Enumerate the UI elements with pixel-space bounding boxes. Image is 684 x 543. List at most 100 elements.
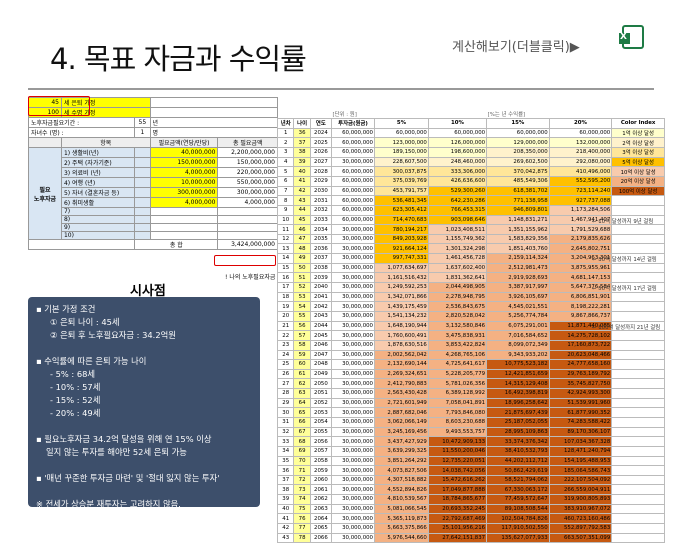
- table-cell: 198,600,000: [427, 147, 488, 158]
- table-cell: 1,637,602,400: [427, 262, 488, 274]
- summary-line: - 15% : 52세: [50, 395, 101, 405]
- table-cell: 65: [293, 407, 311, 418]
- table-cell: 375,039,769: [374, 176, 429, 187]
- table-cell: 2,132,690,144: [374, 359, 429, 370]
- color-index-cell: [611, 272, 665, 284]
- param-unit: 명: [149, 127, 279, 138]
- table-cell: 55: [293, 310, 311, 322]
- table-cell: 60,000,000: [548, 127, 613, 139]
- milestone-note: ← 50억 달성까지 17년 걸림: [592, 286, 657, 293]
- color-index-cell: 1억 이상 달성: [611, 127, 665, 139]
- table-cell: 2047: [309, 349, 333, 361]
- section-title: 시사점: [130, 284, 166, 299]
- table-cell: 771,138,958: [486, 195, 550, 206]
- table-cell: 3,875,955,961: [548, 262, 613, 274]
- table-cell: 73: [293, 484, 311, 496]
- table-cell: 536,481,345: [374, 195, 429, 206]
- table-cell: 2,645,802,751: [548, 243, 613, 255]
- table-cell: 30,000,000: [331, 532, 375, 543]
- table-cell: 218,400,000: [548, 147, 613, 158]
- table-cell: 38,410,532,793: [486, 445, 550, 457]
- table-cell: 3,132,580,846: [427, 320, 488, 332]
- table-cell: 4,307,518,882: [374, 474, 429, 486]
- table-cell: 30,000,000: [331, 272, 375, 284]
- item-total: 2,200,000,000: [217, 147, 278, 158]
- blank: [134, 167, 151, 178]
- blank: [134, 147, 151, 158]
- table-cell: 2061: [309, 484, 333, 496]
- table-cell: 2024: [309, 127, 333, 139]
- table-cell: 1,301,324,298: [427, 243, 488, 255]
- table-cell: 9: [276, 204, 295, 216]
- table-cell: 67,330,063,172: [486, 484, 550, 496]
- page-title: 4. 목표 자금과 수익률: [50, 42, 307, 76]
- item-total: [217, 231, 278, 240]
- table-cell: 927,737,088: [548, 195, 613, 206]
- table-cell: 1,155,749,362: [427, 233, 488, 245]
- color-index-cell: [611, 523, 665, 534]
- table-cell: 60,000,000: [486, 127, 550, 139]
- color-index-cell: [611, 397, 665, 409]
- table-cell: 6,075,291,001: [486, 320, 550, 332]
- milestone-note: ← 100억 달성까지 21년 걸림: [592, 325, 661, 331]
- table-cell: 117,910,502,550: [486, 523, 550, 534]
- table-cell: 12: [276, 233, 295, 245]
- unit-cell: [549, 109, 612, 119]
- item-total: 220,000,000: [217, 167, 278, 178]
- table-cell: 24: [276, 349, 295, 361]
- table-cell: 1,831,362,641: [427, 272, 488, 284]
- calculate-link[interactable]: 계산해보기(더블클릭)▶: [452, 40, 580, 55]
- table-cell: 30,000,000: [331, 426, 375, 438]
- table-cell: 14,038,742,056: [427, 465, 488, 476]
- table-cell: 30,000,000: [331, 262, 375, 274]
- table-cell: 13: [276, 243, 295, 255]
- table-cell: 32: [276, 426, 295, 438]
- table-cell: 1,791,529,688: [548, 224, 613, 235]
- table-cell: 222,107,504,092: [548, 474, 613, 486]
- table-cell: 3,475,838,931: [427, 330, 488, 341]
- table-cell: 39: [293, 156, 311, 168]
- table-cell: 36: [276, 465, 295, 476]
- table-cell: 60,000,000: [331, 147, 375, 158]
- table-cell: 40: [276, 503, 295, 515]
- table-cell: 1,148,831,271: [486, 214, 550, 226]
- table-cell: 1,583,829,356: [486, 233, 550, 245]
- item-name: 8): [60, 215, 136, 224]
- table-cell: 48: [293, 243, 311, 255]
- table-cell: 33: [276, 436, 295, 447]
- table-cell: 27: [276, 378, 295, 390]
- table-cell: 61: [293, 368, 311, 380]
- table-cell: 54: [293, 301, 311, 312]
- table-cell: 2042: [309, 301, 333, 312]
- param-value: 1: [134, 127, 151, 138]
- table-cell: 71: [293, 465, 311, 476]
- excel-icon[interactable]: X: [619, 25, 644, 49]
- table-cell: 30,000,000: [331, 523, 375, 534]
- table-cell: 426,636,600: [427, 176, 488, 187]
- table-cell: 57: [293, 330, 311, 341]
- item-per: [149, 215, 219, 224]
- item-total: [217, 215, 278, 224]
- table-cell: 29: [276, 397, 295, 409]
- sum-value: 3,424,000,000: [217, 239, 278, 250]
- table-cell: 485,549,306: [486, 176, 550, 187]
- table-cell: 30,000,000: [331, 494, 375, 505]
- table-cell: 5,256,774,784: [486, 310, 550, 322]
- table-cell: 2058: [309, 455, 333, 467]
- table-cell: 997,747,331: [374, 253, 429, 264]
- header-cell: 투자금(원금): [331, 118, 375, 129]
- summary-line: ① 은퇴 나이 : 45세: [50, 317, 120, 327]
- color-index-cell: [611, 195, 665, 206]
- table-cell: 228,607,500: [374, 156, 429, 168]
- table-cell: 35,745,827,750: [548, 378, 613, 390]
- table-cell: 30,000,000: [331, 282, 375, 293]
- table-cell: 4,810,539,567: [374, 494, 429, 505]
- header-cell: 나이: [293, 118, 311, 129]
- item-per: [149, 231, 219, 240]
- item-per: 4,000,000: [149, 197, 219, 208]
- summary-line: ② 은퇴 후 노후필요자금 : 34.2억원: [50, 330, 176, 340]
- table-cell: 714,470,683: [374, 214, 429, 226]
- table-cell: 2: [276, 137, 295, 149]
- table-cell: 10,775,523,182: [486, 359, 550, 370]
- table-cell: 30,000,000: [331, 310, 375, 322]
